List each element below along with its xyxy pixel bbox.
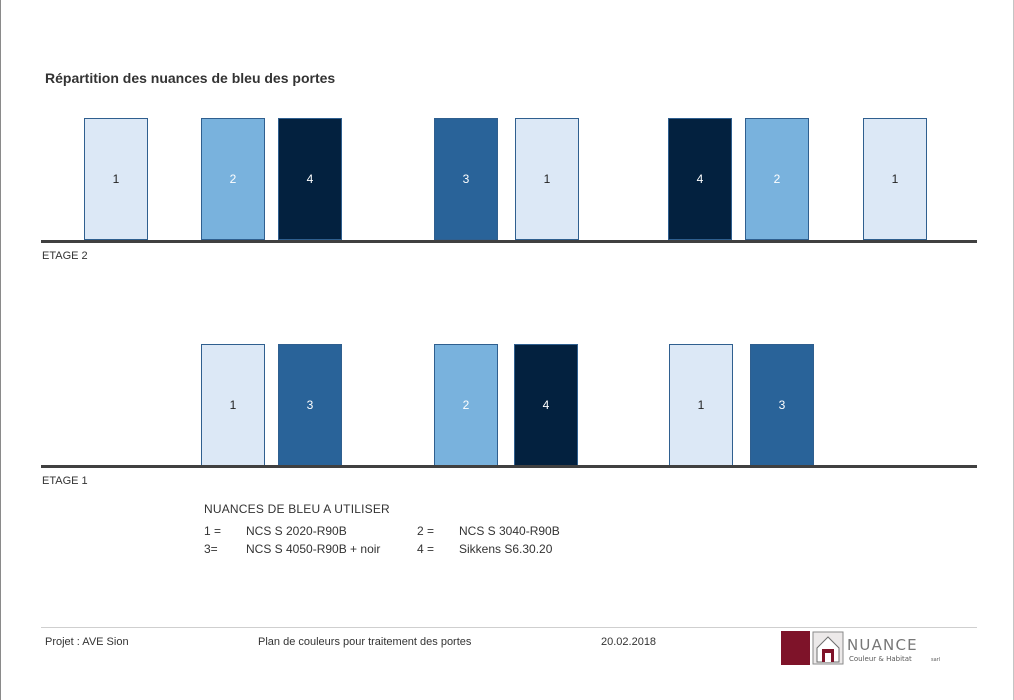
footer-description: Plan de couleurs pour traitement des por…: [258, 636, 472, 648]
legend-value: NCS S 2020-R90B: [246, 524, 347, 538]
legend-key: 2 =: [417, 524, 435, 538]
door: 1: [84, 118, 148, 240]
door: 3: [278, 344, 342, 466]
door: 1: [669, 344, 733, 466]
legend-key: 1 =: [204, 524, 222, 538]
company-logo: NUANCE Couleur & Habitat sarl: [781, 631, 947, 665]
legend-value: Sikkens S6.30.20: [459, 542, 553, 556]
door: 4: [514, 344, 578, 466]
footer-date: 20.02.2018: [601, 636, 657, 648]
page-title: Répartition des nuances de bleu des port…: [45, 70, 336, 86]
door: 3: [434, 118, 498, 240]
door: 4: [278, 118, 342, 240]
legend-key: 3=: [204, 542, 218, 556]
logo-suffix: sarl: [931, 657, 940, 663]
door: 1: [863, 118, 927, 240]
legend-value: NCS S 3040-R90B: [459, 524, 560, 538]
door: 3: [750, 344, 814, 466]
house-icon: [812, 631, 844, 665]
footer-divider: [41, 627, 977, 628]
door: 2: [745, 118, 809, 240]
floor-line-etage-1: [41, 465, 977, 468]
door: 4: [668, 118, 732, 240]
floor-label-etage-2: ETAGE 2: [42, 250, 88, 262]
floor-line-etage-2: [41, 240, 977, 243]
legend-key: 4 =: [417, 542, 435, 556]
logo-tagline: Couleur & Habitat: [849, 655, 912, 663]
legend-value: NCS S 4050-R90B + noir: [246, 542, 381, 556]
door: 2: [434, 344, 498, 466]
door: 1: [201, 344, 265, 466]
logo-red-square: [781, 631, 810, 665]
door: 1: [515, 118, 579, 240]
footer-project: Projet : AVE Sion: [45, 636, 129, 648]
floor-label-etage-1: ETAGE 1: [42, 475, 88, 487]
page-border-left: [0, 0, 1, 700]
door: 2: [201, 118, 265, 240]
legend-title: NUANCES DE BLEU A UTILISER: [204, 502, 390, 516]
logo-name: NUANCE: [847, 636, 918, 654]
